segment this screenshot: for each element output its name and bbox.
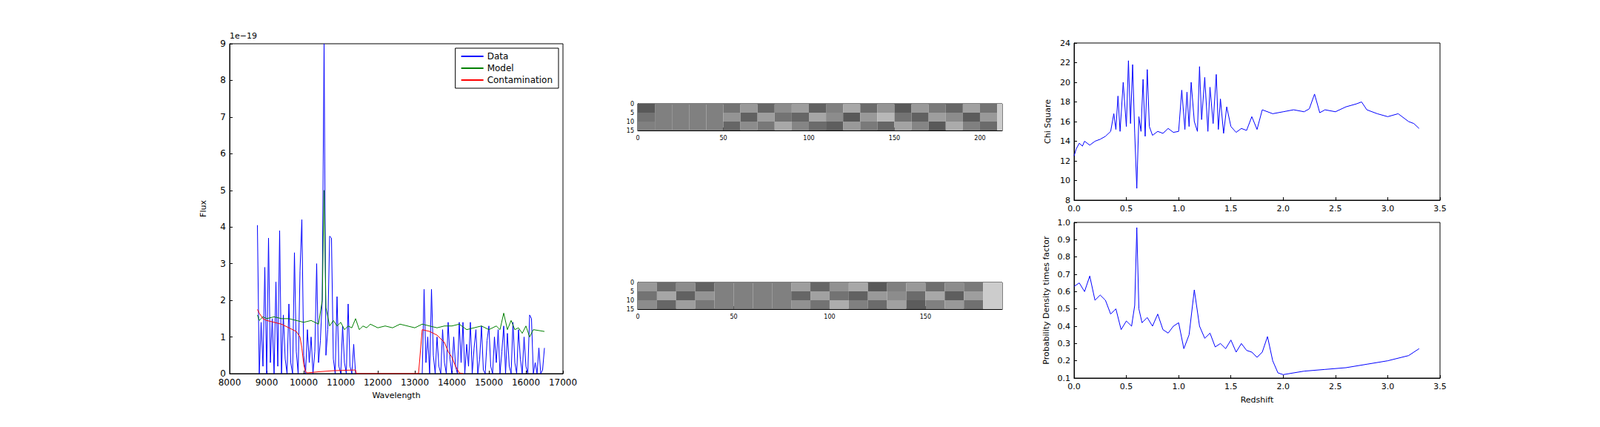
svg-text:3.5: 3.5 (1433, 203, 1447, 214)
svg-text:50: 50 (729, 313, 738, 320)
svg-text:22: 22 (1060, 57, 1071, 68)
svg-text:150: 150 (888, 134, 900, 142)
svg-text:10000: 10000 (289, 377, 318, 388)
svg-text:0.2: 0.2 (1057, 355, 1072, 366)
svg-text:20: 20 (1060, 77, 1071, 88)
svg-text:5: 5 (630, 109, 635, 117)
svg-text:17000: 17000 (548, 377, 578, 388)
svg-text:0.8: 0.8 (1057, 251, 1072, 262)
svg-text:0.7: 0.7 (1057, 269, 1072, 280)
svg-text:0.5: 0.5 (1120, 381, 1134, 392)
svg-text:Redshift: Redshift (1240, 394, 1275, 405)
svg-text:2.0: 2.0 (1277, 203, 1291, 214)
svg-text:1.5: 1.5 (1224, 381, 1238, 392)
svg-text:16000: 16000 (511, 377, 540, 388)
svg-text:3.0: 3.0 (1381, 381, 1395, 392)
svg-text:3.5: 3.5 (1433, 381, 1447, 392)
svg-text:0.5: 0.5 (1120, 203, 1134, 214)
svg-text:8000: 8000 (218, 377, 242, 388)
svg-text:6: 6 (220, 148, 226, 159)
svg-text:7: 7 (220, 111, 226, 123)
svg-text:0.6: 0.6 (1057, 286, 1072, 297)
svg-text:Probability Density times fact: Probability Density times factor (1041, 235, 1052, 365)
svg-text:Wavelength: Wavelength (371, 390, 420, 400)
svg-text:18: 18 (1060, 97, 1071, 107)
svg-text:8: 8 (1065, 195, 1071, 205)
svg-text:2: 2 (220, 294, 226, 306)
svg-text:0.3: 0.3 (1057, 338, 1072, 349)
svg-text:0: 0 (220, 368, 226, 379)
svg-text:12000: 12000 (363, 377, 392, 388)
svg-text:Contamination: Contamination (487, 74, 553, 86)
svg-text:3.0: 3.0 (1381, 203, 1395, 214)
svg-text:15: 15 (626, 127, 635, 135)
svg-text:9000: 9000 (255, 377, 279, 388)
svg-text:Data: Data (487, 51, 509, 62)
svg-text:0.0: 0.0 (1067, 203, 1081, 214)
svg-text:8: 8 (220, 74, 226, 86)
svg-text:15000: 15000 (474, 377, 503, 388)
svg-text:2.5: 2.5 (1328, 381, 1343, 392)
svg-text:9: 9 (220, 38, 226, 49)
svg-text:Flux: Flux (198, 200, 209, 218)
svg-text:1.0: 1.0 (1057, 217, 1072, 228)
svg-text:0.5: 0.5 (1057, 303, 1072, 314)
svg-text:2.5: 2.5 (1328, 203, 1343, 214)
svg-text:14: 14 (1060, 136, 1071, 146)
svg-text:13000: 13000 (400, 377, 429, 388)
svg-text:100: 100 (823, 313, 835, 320)
svg-text:1.0: 1.0 (1171, 381, 1186, 392)
svg-text:12: 12 (1060, 156, 1071, 166)
svg-text:16: 16 (1060, 117, 1071, 127)
svg-text:10: 10 (1060, 175, 1071, 186)
svg-text:24: 24 (1060, 38, 1071, 49)
svg-text:50: 50 (719, 134, 727, 142)
svg-text:0.1: 0.1 (1057, 372, 1071, 383)
svg-text:100: 100 (802, 134, 815, 142)
svg-text:2.0: 2.0 (1277, 381, 1291, 392)
svg-text:0: 0 (630, 100, 635, 108)
svg-text:3: 3 (220, 258, 226, 269)
svg-text:0: 0 (635, 134, 640, 142)
svg-text:0: 0 (630, 279, 635, 286)
svg-text:1.5: 1.5 (1224, 203, 1238, 214)
svg-text:0: 0 (635, 313, 640, 320)
svg-text:11000: 11000 (326, 377, 355, 388)
svg-text:1: 1 (220, 331, 226, 343)
svg-text:5: 5 (630, 288, 635, 295)
svg-text:150: 150 (920, 313, 932, 320)
svg-text:4: 4 (220, 221, 226, 232)
svg-text:15: 15 (626, 305, 635, 313)
svg-text:10: 10 (626, 118, 635, 126)
svg-text:0.4: 0.4 (1057, 321, 1072, 332)
svg-text:14000: 14000 (437, 377, 466, 388)
svg-text:5: 5 (220, 185, 226, 196)
svg-text:Model: Model (487, 62, 515, 74)
svg-text:0.9: 0.9 (1057, 234, 1072, 245)
svg-text:200: 200 (974, 134, 986, 142)
svg-text:1e−19: 1e−19 (229, 31, 258, 41)
svg-text:0.0: 0.0 (1067, 381, 1081, 392)
svg-text:Chi Square: Chi Square (1042, 99, 1053, 144)
svg-text:1.0: 1.0 (1171, 203, 1186, 214)
svg-text:10: 10 (626, 297, 635, 304)
